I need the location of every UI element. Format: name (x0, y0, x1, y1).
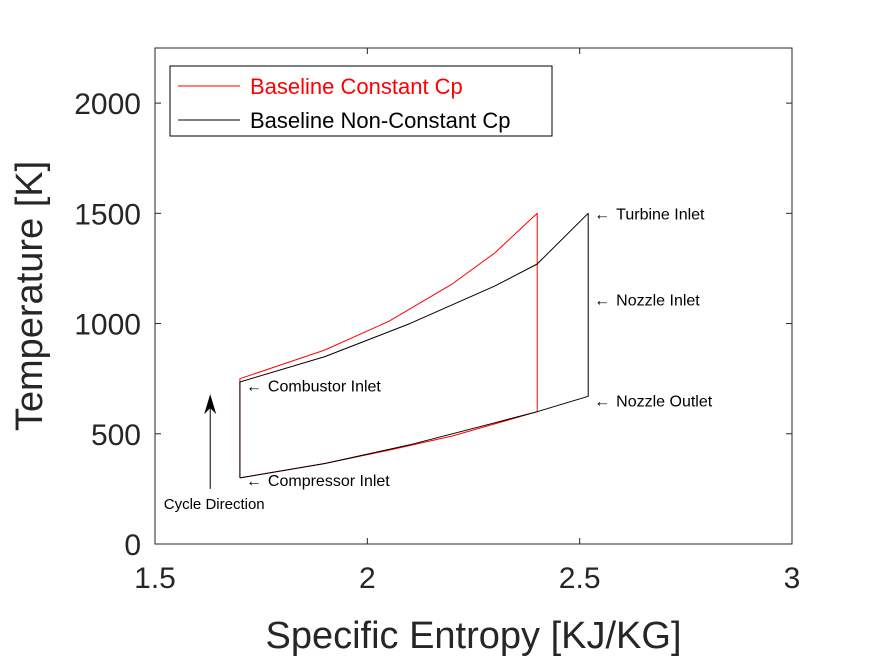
annotation-label: Turbine Inlet (616, 206, 705, 223)
series-line-1 (239, 212, 589, 479)
cycle-direction-label: Cycle Direction (164, 496, 265, 513)
annotation: ← Compressor Inlet (246, 473, 390, 490)
up-arrow-icon (204, 394, 217, 415)
x-axis-label: Specific Entropy [KJ/KG] (265, 615, 681, 656)
annotation: ← Nozzle Outlet (594, 394, 713, 411)
axis-ticks: 1.5 2 2.5 3 0 500 1000 1500 2000 (74, 48, 800, 595)
y-tick-label: 500 (91, 419, 141, 452)
annotation-label: Compressor Inlet (268, 473, 390, 490)
left-arrow-icon: ← (246, 473, 262, 490)
y-tick-label: 1500 (74, 198, 141, 231)
annotation-label: Nozzle Inlet (616, 292, 700, 309)
y-tick-label: 1000 (74, 309, 141, 342)
annotations-layer: ← Turbine Inlet ← Nozzle Inlet ← Nozzle Outle… (164, 206, 713, 513)
left-arrow-icon: ← (594, 394, 610, 411)
x-tick-label: 2.5 (559, 562, 601, 595)
legend: Baseline Constant Cp Baseline Non-Consta… (169, 65, 553, 137)
x-tick-label: 3 (784, 562, 801, 595)
plot-frame (154, 47, 793, 545)
y-tick-label: 0 (124, 529, 141, 562)
y-tick-label: 2000 (74, 88, 141, 121)
legend-entry-non-constant-cp: Baseline Non-Constant Cp (250, 108, 510, 133)
annotation: ← Combustor Inlet (246, 378, 381, 395)
x-tick-label: 2 (359, 562, 376, 595)
legend-entry-constant-cp: Baseline Constant Cp (250, 74, 463, 99)
x-tick-label: 1.5 (134, 562, 176, 595)
y-axis-label: Temperature [K] (9, 161, 51, 431)
cycle-direction: Cycle Direction (164, 394, 265, 513)
annotation: ← Turbine Inlet (594, 206, 705, 223)
series-line-0 (239, 212, 538, 479)
annotation: ← Nozzle Inlet (594, 292, 700, 309)
series-layer (239, 212, 589, 479)
legend-box (169, 65, 553, 137)
left-arrow-icon: ← (594, 292, 610, 309)
left-arrow-icon: ← (594, 206, 610, 223)
annotation-label: Nozzle Outlet (616, 394, 713, 411)
left-arrow-icon: ← (246, 378, 262, 395)
annotation-label: Combustor Inlet (268, 378, 381, 395)
